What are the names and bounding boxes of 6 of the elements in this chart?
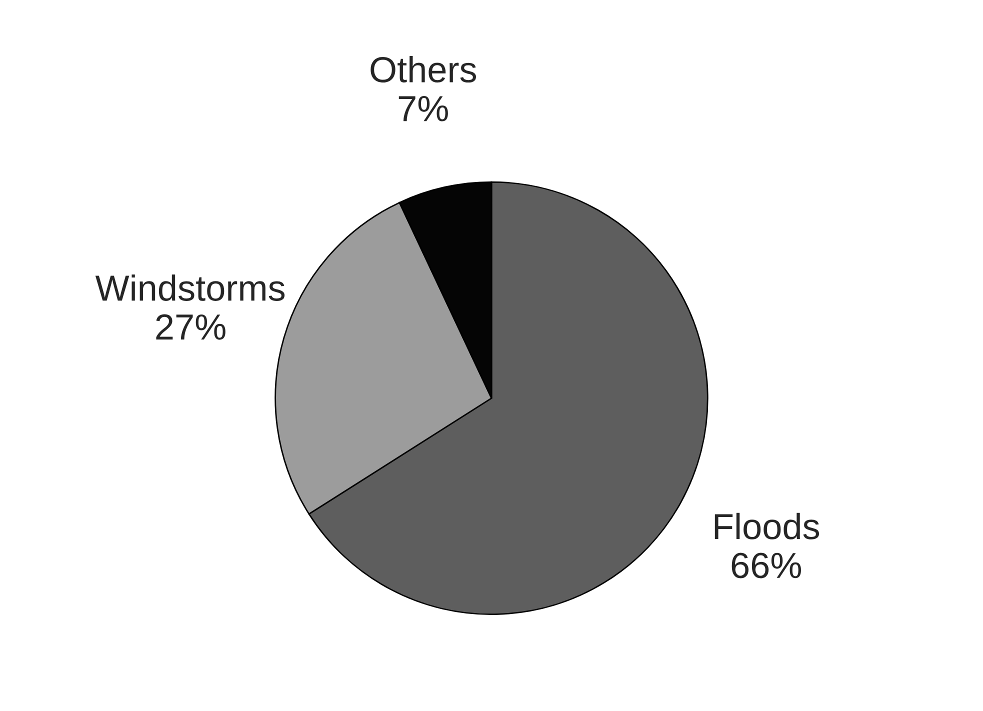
slice-label: Floods — [714, 512, 820, 540]
data-label: 27% — [156, 314, 226, 340]
slice-label: Others — [370, 56, 476, 83]
data-label: 66% — [732, 552, 801, 578]
slice-label: Windstorms — [95, 274, 285, 301]
data-label: 7% — [398, 96, 448, 122]
